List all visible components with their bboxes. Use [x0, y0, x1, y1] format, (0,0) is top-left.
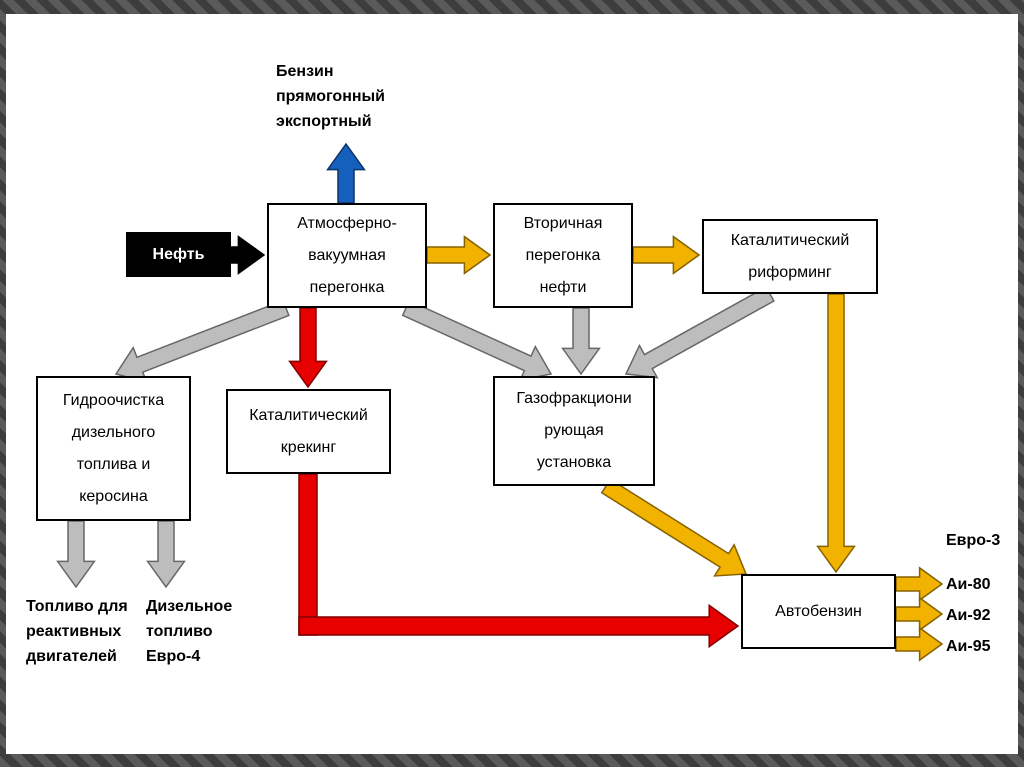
node-catalytic-reforming: Каталитический риформинг	[702, 219, 878, 294]
diagram-canvas: Нефть Атмосферно- вакуумная перегонка Вт…	[6, 14, 1018, 754]
label-ai80: Аи-80	[946, 573, 991, 598]
node-autogasoline: Автобензин	[741, 574, 896, 649]
label-euro3: Евро-3	[946, 529, 1000, 554]
node-oil: Нефть	[126, 232, 231, 277]
node-secondary-distillation: Вторичная перегонка нефти	[493, 203, 633, 308]
node-hydrotreating: Гидроочистка дизельного топлива и кероси…	[36, 376, 191, 521]
diagram-panel: Нефть Атмосферно- вакуумная перегонка Вт…	[6, 14, 1018, 754]
label-ai92: Аи-92	[946, 604, 991, 629]
node-atmospheric-vacuum-distillation: Атмосферно- вакуумная перегонка	[267, 203, 427, 308]
node-catalytic-cracking: Каталитический крекинг	[226, 389, 391, 474]
label-export-straight-run-gasoline: Бензин прямогонный экспортный	[276, 60, 385, 134]
label-diesel-euro4: Дизельное топливо Евро-4	[146, 595, 232, 669]
label-ai95: Аи-95	[946, 635, 991, 660]
label-jet-fuel: Топливо для реактивных двигателей	[26, 595, 128, 669]
node-gas-fractionation-unit: Газофракциони рующая установка	[493, 376, 655, 486]
